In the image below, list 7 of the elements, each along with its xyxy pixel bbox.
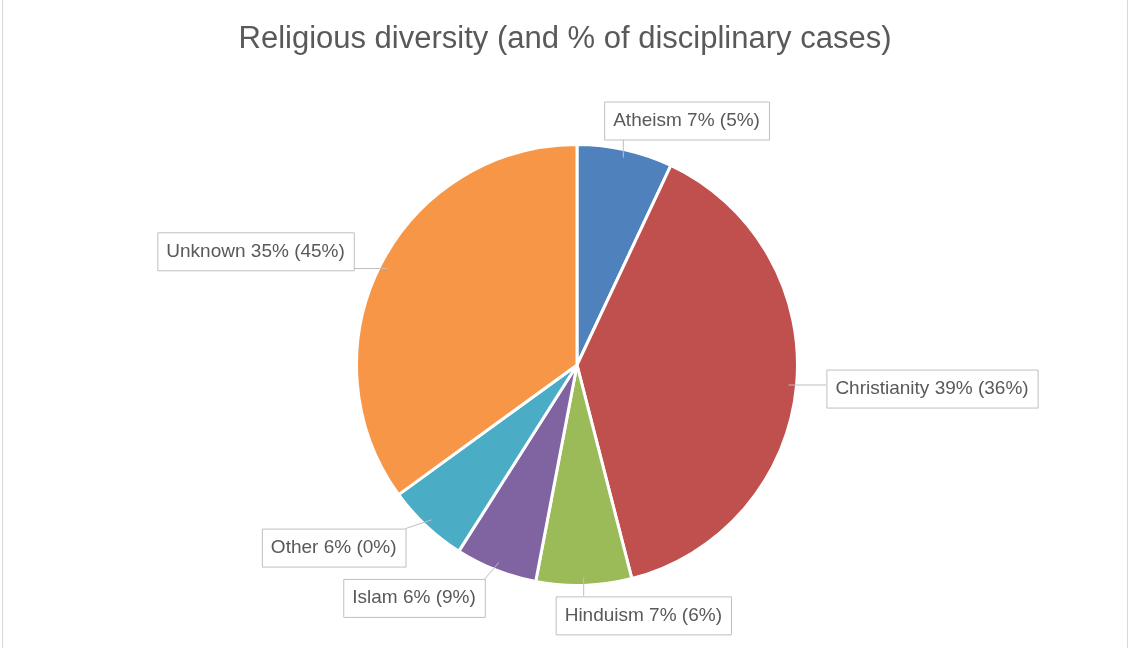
- slice-label: Islam 6% (9%): [352, 586, 476, 608]
- slice-label: Atheism 7% (5%): [613, 108, 760, 130]
- slice-label: Hinduism 7% (6%): [564, 603, 722, 625]
- chart-title: Religious diversity (and % of disciplinary cases): [237, 20, 893, 56]
- slice-label: Unknown 35% (45%): [166, 239, 345, 261]
- slice-label: Other 6% (0%): [270, 535, 397, 557]
- slice-label: Christianity 39% (36%): [835, 376, 1029, 398]
